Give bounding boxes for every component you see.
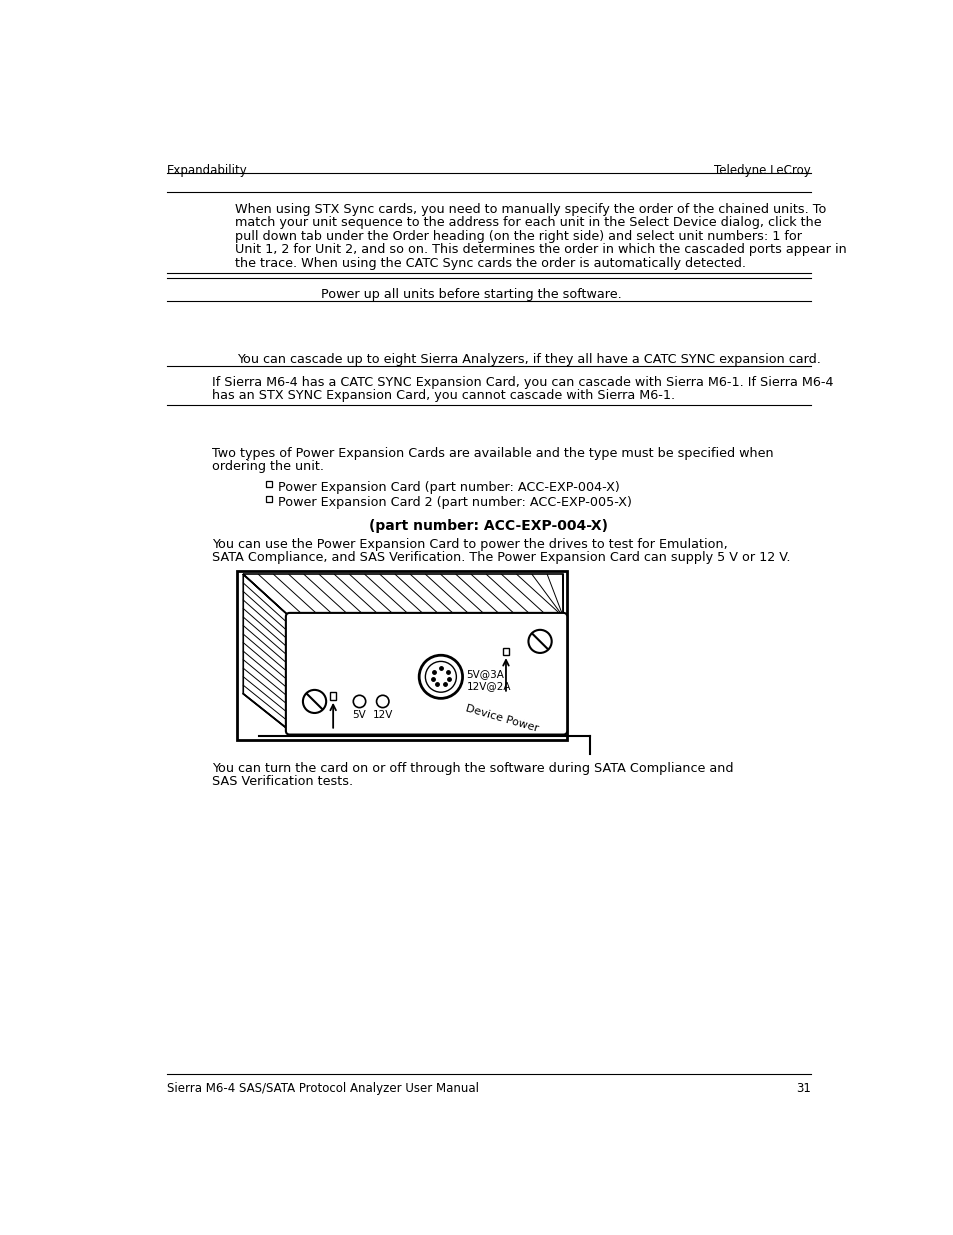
Text: Power Expansion Card (part number: ACC-EXP-004-X): Power Expansion Card (part number: ACC-E… bbox=[278, 482, 619, 494]
Text: SAS Verification tests.: SAS Verification tests. bbox=[212, 774, 353, 788]
Text: You can turn the card on or off through the software during SATA Compliance and: You can turn the card on or off through … bbox=[212, 762, 733, 774]
Bar bbox=[502, 647, 509, 656]
Text: the trace. When using the CATC Sync cards the order is automatically detected.: the trace. When using the CATC Sync card… bbox=[235, 257, 745, 269]
Text: SATA Compliance, and SAS Verification. The Power Expansion Card can supply 5 V o: SATA Compliance, and SAS Verification. T… bbox=[212, 551, 790, 564]
Text: Device Power: Device Power bbox=[464, 704, 538, 734]
Circle shape bbox=[425, 662, 456, 692]
Text: You can cascade up to eight Sierra Analyzers, if they all have a CATC SYNC expan: You can cascade up to eight Sierra Analy… bbox=[236, 353, 821, 367]
Polygon shape bbox=[243, 574, 562, 616]
Text: 12V@2A: 12V@2A bbox=[466, 680, 511, 690]
Circle shape bbox=[418, 656, 462, 698]
Bar bbox=[266, 482, 272, 488]
Circle shape bbox=[376, 695, 389, 708]
Text: Sierra M6-4 SAS/SATA Protocol Analyzer User Manual: Sierra M6-4 SAS/SATA Protocol Analyzer U… bbox=[167, 1082, 478, 1095]
Text: Power Expansion Card 2 (part number: ACC-EXP-005-X): Power Expansion Card 2 (part number: ACC… bbox=[278, 496, 631, 509]
Text: Unit 1, 2 for Unit 2, and so on. This determines the order in which the cascaded: Unit 1, 2 for Unit 2, and so on. This de… bbox=[235, 243, 846, 257]
Text: ordering the unit.: ordering the unit. bbox=[212, 461, 324, 473]
Text: Teledyne LeCroy: Teledyne LeCroy bbox=[713, 163, 810, 177]
Bar bbox=[236, 571, 567, 740]
Text: If Sierra M6-4 has a CATC SYNC Expansion Card, you can cascade with Sierra M6-1.: If Sierra M6-4 has a CATC SYNC Expansion… bbox=[212, 375, 833, 389]
Circle shape bbox=[303, 690, 326, 713]
Bar bbox=[330, 692, 335, 700]
Text: (part number: ACC-EXP-004-X): (part number: ACC-EXP-004-X) bbox=[369, 519, 608, 534]
Text: Expandability: Expandability bbox=[167, 163, 248, 177]
Text: Power up all units before starting the software.: Power up all units before starting the s… bbox=[320, 288, 620, 301]
Text: has an STX SYNC Expansion Card, you cannot cascade with Sierra M6-1.: has an STX SYNC Expansion Card, you cann… bbox=[212, 389, 675, 403]
Text: 12V: 12V bbox=[373, 710, 393, 720]
Text: 5V: 5V bbox=[353, 710, 366, 720]
Text: match your unit sequence to the address for each unit in the Select Device dialo: match your unit sequence to the address … bbox=[235, 216, 821, 230]
Text: You can use the Power Expansion Card to power the drives to test for Emulation,: You can use the Power Expansion Card to … bbox=[212, 538, 727, 551]
Text: Two types of Power Expansion Cards are available and the type must be specified : Two types of Power Expansion Cards are a… bbox=[212, 447, 773, 461]
Text: 5V@3A: 5V@3A bbox=[466, 669, 504, 679]
Circle shape bbox=[528, 630, 551, 653]
Text: pull down tab under the Order heading (on the right side) and select unit number: pull down tab under the Order heading (o… bbox=[235, 230, 801, 243]
Text: 31: 31 bbox=[795, 1082, 810, 1095]
Polygon shape bbox=[243, 574, 290, 731]
Circle shape bbox=[353, 695, 365, 708]
Text: When using STX Sync cards, you need to manually specify the order of the chained: When using STX Sync cards, you need to m… bbox=[235, 203, 826, 216]
Bar bbox=[266, 496, 272, 501]
FancyBboxPatch shape bbox=[286, 613, 567, 735]
